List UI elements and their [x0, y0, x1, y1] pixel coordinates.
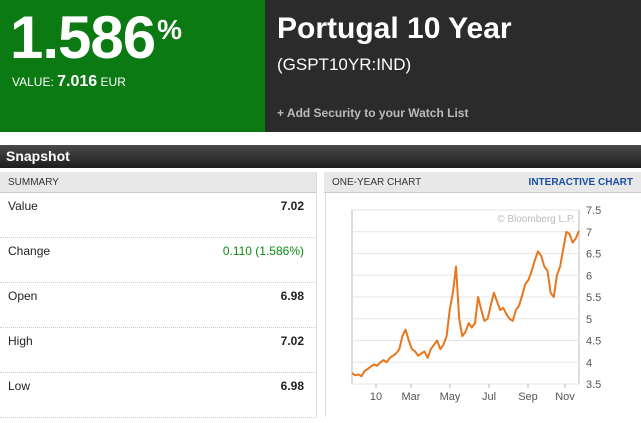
- chart-header: ONE-YEAR CHART INTERACTIVE CHART: [324, 172, 641, 193]
- summary-row: Open 6.98: [0, 283, 316, 328]
- panel-divider: [316, 172, 326, 417]
- x-tick-label: May: [440, 391, 461, 403]
- summary-row: Value 7.02: [0, 193, 316, 238]
- summary-panel: SUMMARY Value 7.02 Change 0.110 (1.586%) O…: [0, 172, 316, 418]
- value-line: VALUE: 7.016 EUR: [12, 73, 126, 91]
- summary-row: Change 0.110 (1.586%): [0, 238, 316, 283]
- y-tick-label: 6: [586, 270, 592, 282]
- y-tick-label: 5: [586, 314, 592, 326]
- bloomberg-watermark: © Bloomberg L.P.: [497, 214, 575, 225]
- chart-header-label: ONE-YEAR CHART: [332, 177, 422, 188]
- x-tick-label: Sep: [518, 391, 538, 403]
- title-box: Portugal 10 Year (GSPT10YR:IND) + Add Se…: [265, 0, 641, 132]
- y-tick-label: 7: [586, 227, 592, 239]
- security-ticker: (GSPT10YR:IND): [277, 55, 412, 74]
- yield-change-percent: 1.586%: [10, 4, 182, 71]
- add-to-watchlist-link[interactable]: + Add Security to your Watch List: [277, 106, 469, 120]
- value-number: 7.016: [57, 73, 98, 90]
- x-tick-label: 10: [370, 391, 382, 403]
- chart-panel: ONE-YEAR CHART INTERACTIVE CHART 7.5 7 6.5…: [324, 172, 641, 417]
- y-tick-label: 5.5: [586, 292, 601, 304]
- y-tick-label: 3.5: [586, 379, 601, 391]
- x-tick-label: Jul: [482, 391, 496, 403]
- interactive-chart-link[interactable]: INTERACTIVE CHART: [528, 177, 633, 188]
- y-tick-label: 4.5: [586, 336, 601, 348]
- security-title: Portugal 10 Year: [277, 12, 512, 45]
- snapshot-bar: Snapshot: [0, 145, 641, 168]
- y-tick-label: 4: [586, 357, 592, 369]
- x-tick-label: Mar: [402, 391, 421, 403]
- y-tick-label: 6.5: [586, 249, 601, 261]
- summary-row: Low 6.98: [0, 373, 316, 418]
- summary-header: SUMMARY: [0, 172, 316, 193]
- one-year-chart: 7.5 7 6.5 6 5.5 5 4.5 4 3.5 10 Mar May Jul Sep Nov © Bl…: [351, 205, 601, 403]
- yield-series-line: [351, 230, 580, 378]
- value-label: VALUE:: [12, 75, 54, 89]
- y-tick-label: 7.5: [586, 205, 601, 217]
- yield-box: 1.586% VALUE: 7.016 EUR: [0, 0, 265, 132]
- value-currency: EUR: [100, 75, 126, 89]
- summary-row: High 7.02: [0, 328, 316, 373]
- security-header: 1.586% VALUE: 7.016 EUR Portugal 10 Year…: [0, 0, 641, 132]
- snapshot-title: Snapshot: [6, 148, 70, 164]
- x-tick-label: Nov: [555, 391, 575, 403]
